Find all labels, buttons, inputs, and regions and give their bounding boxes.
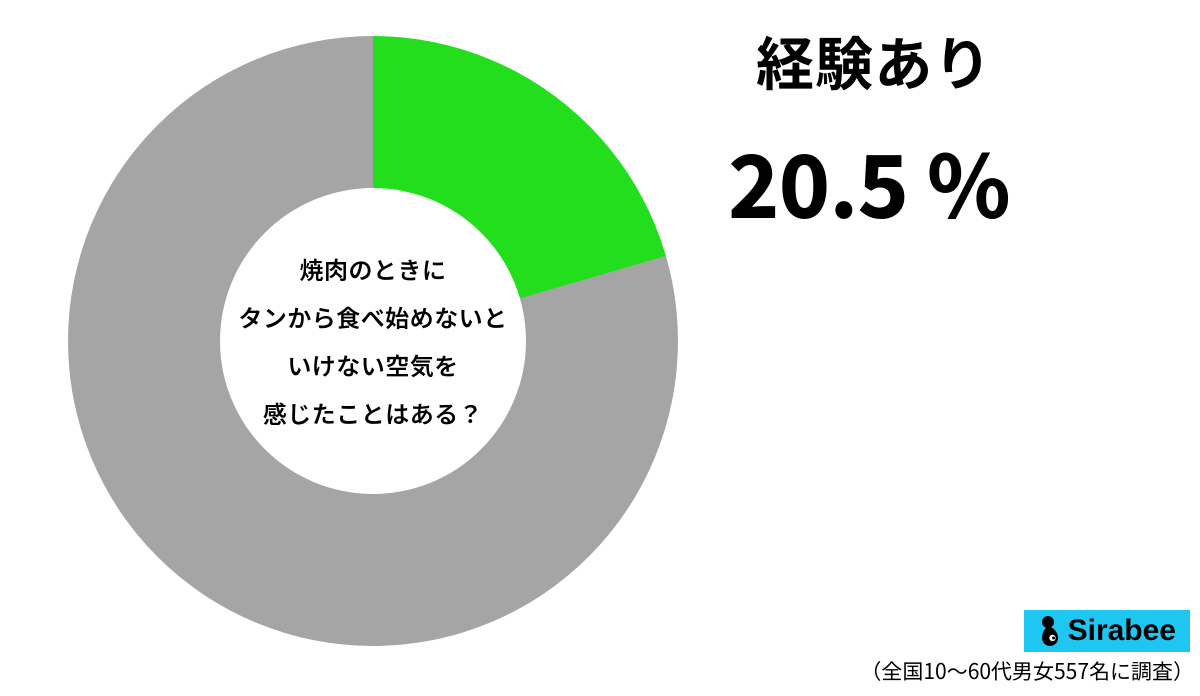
donut-hole: 焼肉のときにタンから食べ始めないといけない空気を感じたことはある？ <box>220 188 526 494</box>
survey-note: （全国10～60代男女557名に調査） <box>860 656 1194 686</box>
brand-icon <box>1034 614 1062 648</box>
highlight-value: 20.5 % <box>728 118 1010 243</box>
donut-center-text: 焼肉のときにタンから食べ始めないといけない空気を感じたことはある？ <box>238 245 507 437</box>
donut-chart: 焼肉のときにタンから食べ始めないといけない空気を感じたことはある？ <box>68 36 678 646</box>
donut-ring: 焼肉のときにタンから食べ始めないといけない空気を感じたことはある？ <box>68 36 678 646</box>
brand-badge: Sirabee <box>1024 610 1190 652</box>
brand-name: Sirabee <box>1068 614 1176 648</box>
highlight-title: 経験あり <box>756 18 993 102</box>
